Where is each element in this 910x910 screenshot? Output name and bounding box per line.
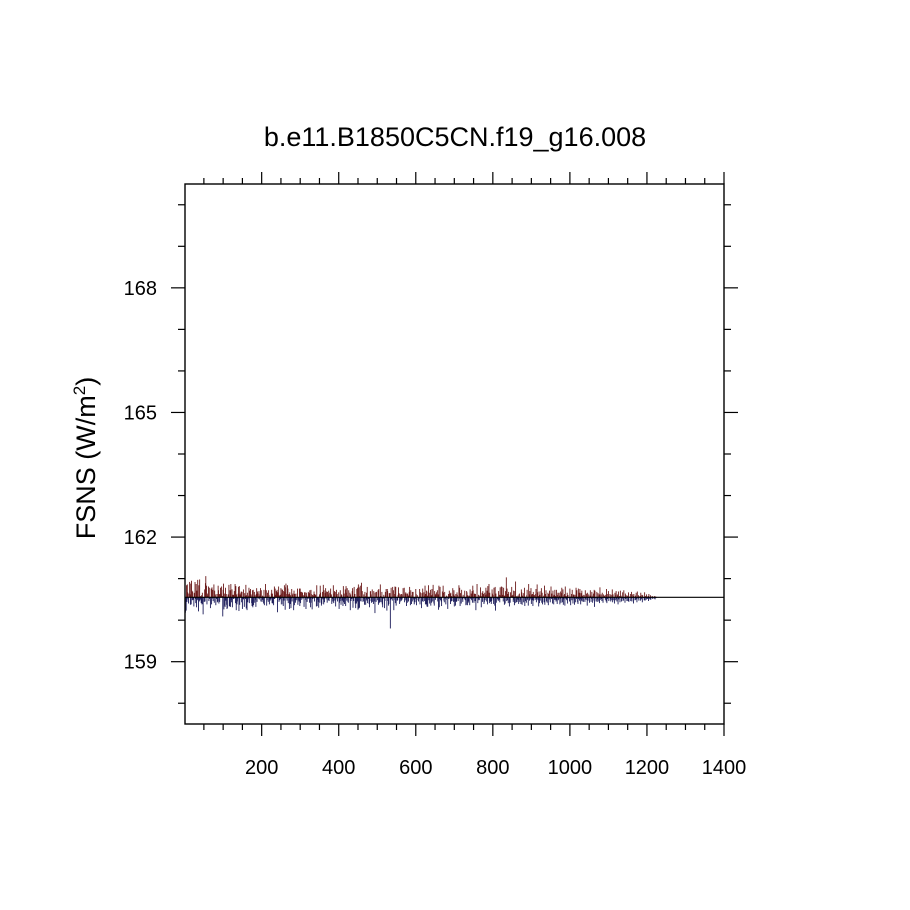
x-tick-label: 200 [245,757,278,779]
y-tick-label: 165 [124,402,157,424]
y-axis-label-main: FSNS (W/m [71,395,101,539]
x-tick-label: 1000 [548,757,593,779]
y-axis-label-superscript: 2 [70,386,89,395]
y-axis-label-close: ) [71,377,101,386]
x-tick-label: 400 [322,757,355,779]
x-tick-label: 800 [476,757,509,779]
y-tick-label: 168 [124,278,157,300]
svg-text:FSNS (W/m2): FSNS (W/m2) [70,377,101,539]
y-tick-label: 159 [124,652,157,674]
data-layer [184,576,724,629]
y-axis-label: FSNS (W/m2) [70,377,101,539]
ticks-layer [171,172,738,736]
x-tick-label: 1400 [702,757,747,779]
tick-labels-layer: 200 400 600 800 1000 1200 1400 159 162 165 168 [124,278,747,779]
y-tick-label: 162 [124,527,157,549]
chart-title: b.e11.B1850C5CN.f19_g16.008 [264,122,646,152]
x-tick-label: 1200 [625,757,670,779]
x-tick-label: 600 [399,757,432,779]
plot-frame [184,183,725,725]
